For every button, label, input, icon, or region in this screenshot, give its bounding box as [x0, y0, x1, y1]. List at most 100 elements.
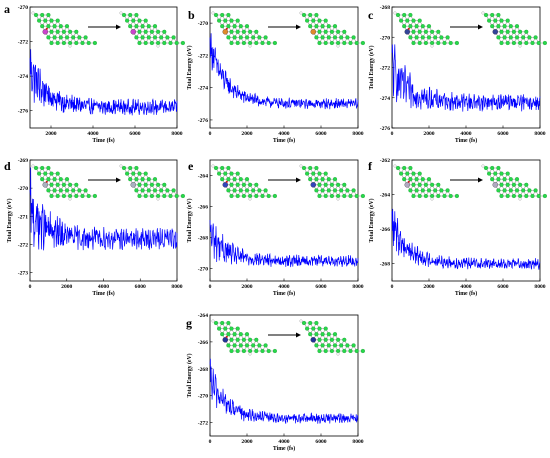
carbon-atom [52, 35, 57, 40]
carbon-atom [308, 332, 313, 337]
carbon-atom [499, 29, 504, 34]
arrow-head [478, 177, 483, 183]
carbon-atom [308, 24, 313, 29]
carbon-atom [348, 193, 353, 199]
carbon-atom [137, 182, 142, 187]
carbon-atom [490, 24, 495, 29]
carbon-atom [496, 35, 501, 40]
hydrogen-atom [299, 319, 303, 323]
carbon-atom [64, 35, 70, 40]
carbon-atom [530, 40, 535, 46]
carbon-atom [241, 40, 246, 46]
carbon-atom [420, 177, 425, 182]
carbon-atom [74, 29, 79, 34]
y-axis-label: Total Energy (eV) [186, 353, 193, 397]
carbon-atom [301, 320, 307, 326]
carbon-atom [168, 40, 173, 46]
carbon-atom [61, 40, 66, 46]
x-tick-label: 0 [209, 131, 212, 137]
carbon-atom [83, 35, 88, 40]
carbon-atom [238, 177, 243, 182]
dopant-atom [310, 182, 317, 188]
carbon-atom [46, 35, 51, 40]
x-axis-label: Time (fs) [92, 137, 114, 144]
carbon-atom [137, 29, 142, 34]
carbon-atom [329, 348, 334, 354]
carbon-atom [165, 35, 170, 40]
adsorbate-atom [225, 180, 228, 183]
carbon-atom [55, 40, 60, 46]
carbon-atom [493, 18, 498, 23]
carbon-atom [162, 182, 167, 187]
carbon-atom [420, 24, 425, 29]
carbon-atom [46, 177, 51, 182]
y-tick-label: -268 [198, 236, 208, 242]
carbon-atom [162, 40, 167, 46]
x-tick-label: 4000 [278, 131, 289, 137]
carbon-atom [92, 193, 97, 199]
y-tick-label: -266 [380, 227, 390, 233]
carbon-atom [121, 165, 127, 171]
carbon-atom [251, 188, 256, 193]
carbon-atom [80, 193, 85, 199]
carbon-atom [251, 343, 256, 348]
energy-series-line [209, 33, 359, 110]
hydrogen-atom [211, 11, 215, 15]
carbon-atom [235, 40, 240, 46]
carbon-atom [395, 165, 401, 171]
dopant-atom [404, 29, 411, 35]
carbon-atom [223, 18, 228, 23]
carbon-atom [248, 40, 253, 46]
carbon-atom [263, 343, 268, 348]
carbon-atom [405, 171, 410, 176]
carbon-atom [226, 332, 231, 337]
carbon-atom [64, 177, 70, 182]
carbon-atom [411, 193, 416, 199]
carbon-atom [248, 337, 253, 342]
y-tick-label: -270 [380, 35, 390, 41]
carbon-atom [505, 29, 510, 34]
hydrogen-atom [430, 197, 434, 201]
x-tick-label: 8000 [171, 284, 182, 290]
carbon-atom [248, 182, 253, 187]
carbon-atom [326, 343, 331, 348]
carbon-atom [345, 188, 350, 193]
dopant-atom [492, 182, 499, 188]
carbon-atom [46, 12, 51, 18]
hydrogen-atom [336, 197, 340, 201]
carbon-atom [430, 193, 435, 199]
carbon-atom [238, 24, 243, 29]
x-tick-label: 0 [209, 439, 212, 445]
carbon-atom [326, 35, 331, 40]
x-tick-label: 0 [209, 284, 212, 290]
carbon-atom [332, 188, 338, 193]
x-axis-label: Time (fs) [273, 290, 295, 297]
carbon-atom [146, 188, 151, 193]
carbon-atom [317, 29, 322, 34]
carbon-atom [342, 348, 347, 354]
carbon-atom [323, 40, 328, 46]
carbon-atom [226, 320, 231, 326]
carbon-atom [257, 188, 262, 193]
carbon-atom [235, 18, 240, 23]
carbon-atom [524, 40, 529, 46]
carbon-atom [43, 171, 48, 176]
carbon-atom [414, 35, 419, 40]
carbon-atom [514, 188, 520, 193]
carbon-atom [134, 165, 139, 171]
carbon-atom [220, 177, 225, 182]
carbon-atom [58, 188, 63, 193]
carbon-atom [305, 326, 310, 331]
panel-letter: g [186, 316, 192, 330]
carbon-atom [511, 29, 516, 34]
x-tick-label: 8000 [534, 131, 545, 137]
carbon-atom [244, 35, 250, 40]
carbon-atom [408, 188, 413, 193]
carbon-atom [43, 18, 48, 23]
carbon-atom [339, 343, 344, 348]
x-axis-label: Time (fs) [92, 290, 114, 297]
carbon-atom [244, 177, 250, 182]
carbon-atom [351, 343, 356, 348]
carbon-atom [317, 18, 322, 23]
y-tick-label: -270 [198, 394, 208, 400]
